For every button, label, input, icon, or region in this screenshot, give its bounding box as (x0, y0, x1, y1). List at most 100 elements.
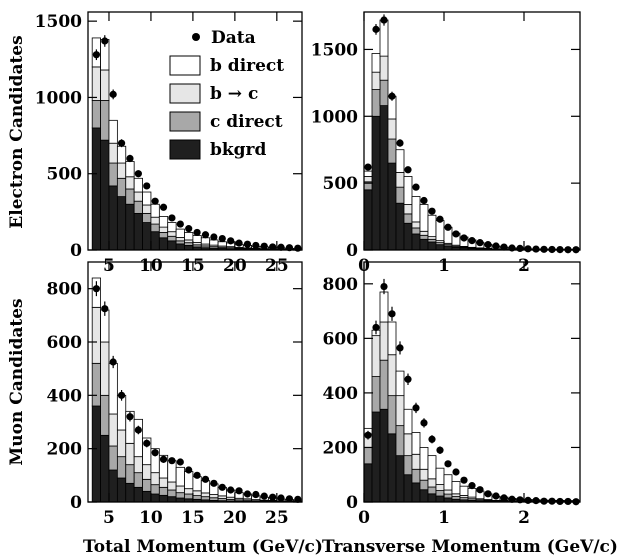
bar-b-c (175, 237, 185, 242)
y-tick-label: 800 (47, 280, 83, 300)
data-point (117, 391, 126, 399)
data-point (364, 431, 372, 439)
bar-bkgrd (379, 408, 389, 502)
bar-bkgrd (184, 245, 194, 250)
y-tick-label: 500 (47, 165, 83, 185)
y-tick-label: 0 (70, 241, 82, 261)
bar-c-direct (387, 138, 397, 164)
bar-b-c (167, 231, 177, 237)
legend-label-bkgrd: bkgrd (210, 140, 267, 160)
data-point (500, 494, 508, 502)
data-point (532, 245, 540, 253)
bar-b-direct (435, 467, 445, 485)
bar-b-direct (427, 455, 437, 480)
bar-b-direct (184, 471, 194, 490)
x-tick-label: 20 (223, 508, 247, 528)
legend-swatch-b-direct (169, 55, 201, 76)
y-tick-label: 400 (323, 384, 359, 404)
bar-b-c (395, 395, 405, 427)
bar-b-direct (395, 370, 405, 397)
y-tick-label: 600 (47, 333, 83, 353)
bar-b-direct (364, 170, 373, 177)
data-point (126, 154, 134, 163)
bar-b-c (387, 118, 397, 140)
bar-b-c (379, 55, 389, 81)
bar-bkgrd (167, 496, 177, 502)
data-point (420, 196, 428, 205)
bar-bkgrd (125, 482, 135, 502)
bar-b-direct (371, 53, 381, 73)
bar-c-direct (200, 496, 211, 501)
x-tick-label: 1 (438, 508, 450, 528)
bars-muon-transverse-momentum (364, 291, 580, 502)
y-tick-label: 1000 (311, 107, 358, 127)
data-point (227, 486, 235, 494)
bar-c-direct (167, 489, 177, 498)
y-tick-label: 0 (70, 493, 82, 513)
bar-c-direct (116, 177, 127, 198)
data-point (243, 490, 252, 498)
data-point (380, 282, 388, 291)
bar-bkgrd (116, 477, 127, 502)
bar-bkgrd (108, 185, 118, 250)
x-tick-label: 0 (358, 508, 370, 528)
data-point (252, 241, 260, 250)
bar-b-c (116, 429, 127, 458)
bar-c-direct (379, 79, 389, 106)
data-point (277, 494, 285, 502)
bar-b-c (435, 484, 445, 491)
bar-c-direct (100, 100, 110, 141)
data-point (260, 242, 268, 250)
data-point (185, 225, 193, 233)
bar-c-direct (379, 359, 389, 410)
data-point (404, 166, 412, 174)
data-points-muon-total-momentum (92, 281, 302, 503)
bar-b-c (419, 468, 429, 481)
y-tick-label: 200 (323, 438, 359, 458)
data-point (201, 475, 210, 483)
bar-b-c (443, 489, 453, 495)
data-point (428, 207, 436, 215)
bar-c-direct (451, 496, 461, 500)
bar-c-direct (192, 495, 202, 500)
x-tick-label: 5 (103, 508, 115, 528)
bar-bkgrd (175, 243, 185, 250)
data-point (193, 471, 201, 479)
bar-b-direct (200, 237, 211, 245)
data-point (92, 51, 100, 59)
legend-swatch-c-direct (169, 111, 201, 132)
bar-b-c (364, 176, 373, 183)
legend-swatch-bkgrd (169, 139, 201, 160)
bar-b-c (133, 456, 143, 474)
data-point (388, 92, 396, 100)
bar-b-c (403, 433, 413, 457)
data-point (168, 457, 176, 465)
legend-data-marker (192, 33, 200, 41)
y-tick-label: 0 (346, 493, 358, 513)
data-point (252, 490, 260, 499)
y-tick-label: 1500 (35, 12, 82, 32)
bar-b-c (91, 66, 101, 101)
bar-b-direct (379, 291, 389, 323)
x-tick-label: 25 (265, 508, 289, 528)
plot-frame (363, 11, 581, 251)
bar-c-direct (419, 479, 429, 491)
data-point (294, 495, 302, 503)
bar-b-direct (217, 241, 227, 247)
data-point (243, 240, 252, 248)
x-axis-title-total: Total Momentum (GeV/c) (83, 537, 323, 556)
bar-b-c (167, 481, 177, 491)
data-point (436, 446, 444, 454)
bar-c-direct (91, 362, 101, 407)
bar-b-c (427, 236, 437, 240)
data-point (227, 237, 235, 245)
bar-bkgrd (100, 139, 110, 250)
bar-b-c (200, 492, 211, 498)
bar-b-direct (133, 418, 143, 458)
data-point (540, 245, 548, 253)
panel-muon-transverse-momentum: 0 1 2 0 200 400 600 800 (323, 261, 581, 528)
bar-c-direct (371, 89, 381, 117)
data-point (117, 139, 126, 147)
